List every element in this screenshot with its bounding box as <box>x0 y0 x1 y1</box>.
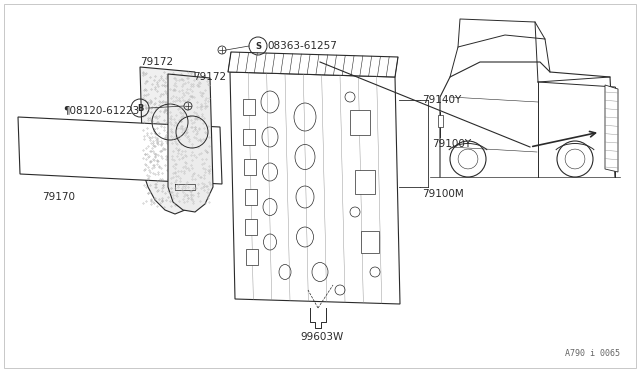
Text: ¶08120-61223: ¶08120-61223 <box>63 105 140 115</box>
Text: B: B <box>137 103 143 112</box>
Polygon shape <box>230 72 400 304</box>
Bar <box>246 249 258 265</box>
Bar <box>243 99 255 115</box>
Bar <box>355 170 375 194</box>
Bar <box>438 115 443 127</box>
Text: 08363-61257: 08363-61257 <box>267 41 337 51</box>
Bar <box>245 219 257 235</box>
Polygon shape <box>605 85 618 172</box>
Text: 79140Y: 79140Y <box>422 95 461 105</box>
Text: 99603W: 99603W <box>300 332 343 342</box>
Text: A790 i 0065: A790 i 0065 <box>565 349 620 358</box>
Bar <box>243 129 255 145</box>
Polygon shape <box>228 52 398 77</box>
Polygon shape <box>18 117 222 184</box>
Text: 79100Y: 79100Y <box>432 139 471 149</box>
Bar <box>350 109 370 135</box>
Bar <box>244 189 257 205</box>
Polygon shape <box>168 74 213 212</box>
Text: 79100M: 79100M <box>422 189 464 199</box>
Bar <box>244 159 256 175</box>
Polygon shape <box>140 67 198 214</box>
Bar <box>361 231 379 253</box>
Text: 79172: 79172 <box>193 72 226 82</box>
Text: 79172: 79172 <box>140 57 173 67</box>
Text: 79170: 79170 <box>42 192 75 202</box>
Text: S: S <box>255 42 261 51</box>
